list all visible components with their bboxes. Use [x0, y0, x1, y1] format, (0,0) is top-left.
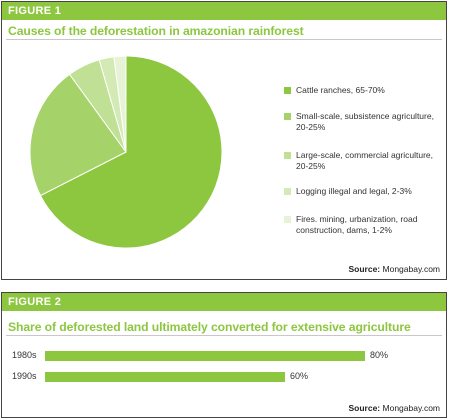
- legend-label: Cattle ranches, 65-70%: [296, 85, 385, 95]
- pie-slice-4: [113, 55, 127, 153]
- bar-row: 1980s 80%: [8, 349, 438, 363]
- figure-2-title: Share of deforested land ultimately conv…: [6, 316, 442, 336]
- legend-label: Small-scale, subsistence agriculture, 20…: [296, 111, 434, 132]
- bar-value-label: 60%: [290, 371, 309, 381]
- source-label: Source:: [348, 264, 381, 274]
- figure-1-source: Source: Mongabay.com: [348, 264, 440, 274]
- bar: [45, 351, 365, 361]
- figure-1-header: FIGURE 1: [2, 2, 446, 20]
- legend-label: Fires. mining, urbanization, road constr…: [296, 214, 418, 235]
- figure-2-source: Source: Mongabay.com: [348, 403, 440, 413]
- pie-slice-0: [39, 55, 223, 249]
- figure-1-panel: FIGURE 1 Causes of the deforestation in …: [1, 1, 447, 280]
- bar-row: 1990s 60%: [8, 370, 438, 384]
- pie-slice-1: [29, 73, 127, 197]
- legend-swatch: [284, 152, 291, 159]
- legend-swatch: [284, 216, 291, 223]
- source-value: Mongabay.com: [382, 403, 440, 413]
- figure-2-panel: FIGURE 2 Share of deforested land ultima…: [1, 292, 447, 418]
- legend-swatch: [284, 87, 291, 94]
- pie-chart: [29, 55, 223, 249]
- legend-swatch: [284, 113, 291, 120]
- bar-category-label: 1990s: [12, 371, 37, 381]
- source-label: Source:: [348, 403, 381, 413]
- figure-2-header: FIGURE 2: [2, 293, 446, 311]
- bar: [45, 372, 285, 382]
- figure-1-title: Causes of the deforestation in amazonian…: [6, 20, 442, 40]
- legend-label: Logging illegal and legal, 2-3%: [296, 186, 412, 196]
- bar-value-label: 80%: [370, 350, 389, 360]
- legend-swatch: [284, 188, 291, 195]
- legend-label: Large-scale, commercial agriculture, 20-…: [296, 150, 433, 171]
- source-value: Mongabay.com: [382, 264, 440, 274]
- bar-category-label: 1980s: [12, 350, 37, 360]
